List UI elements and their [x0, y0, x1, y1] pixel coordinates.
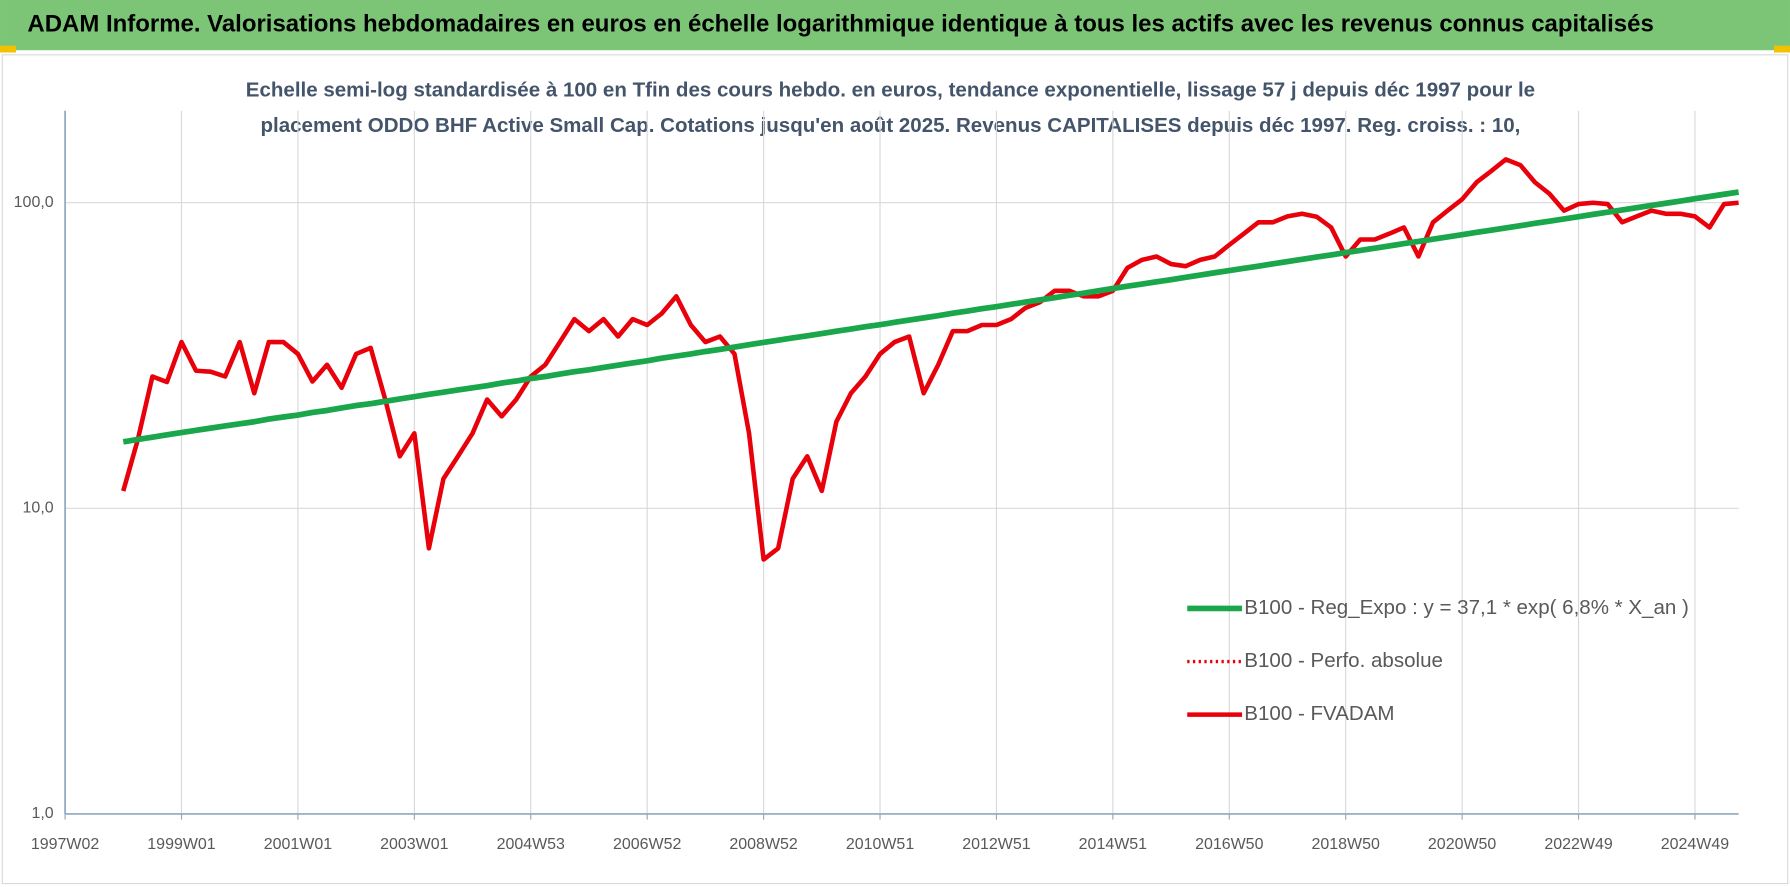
header-bar	[0, 0, 1790, 51]
legend-label: B100 - Perfo. absolue	[1244, 649, 1443, 672]
x-tick-label: 2006W52	[613, 836, 681, 853]
chart-title: placement ODDO BHF Active Small Cap. Cot…	[260, 114, 1520, 137]
x-tick-label: 2016W50	[1195, 836, 1263, 853]
x-tick-label: 2012W51	[962, 836, 1030, 853]
x-tick-label: 2010W51	[846, 836, 914, 853]
corner-mark	[0, 45, 16, 53]
x-tick-label: 2008W52	[729, 836, 797, 853]
series-line	[122, 189, 1740, 445]
x-tick-label: 2014W51	[1079, 836, 1147, 853]
y-tick-label: 10,0	[23, 500, 54, 517]
header-title: ADAM Informe. Valorisations hebdomadaire…	[27, 10, 1653, 37]
chart-title: Echelle semi-log standardisée à 100 en T…	[246, 79, 1535, 102]
x-tick-label: 2020W50	[1428, 836, 1496, 853]
series-line	[121, 157, 1739, 562]
x-tick-label: 2001W01	[264, 836, 332, 853]
x-tick-label: 1999W01	[147, 836, 215, 853]
corner-mark	[1774, 45, 1790, 53]
x-tick-label: 2004W53	[497, 836, 565, 853]
legend-label: B100 - FVADAM	[1244, 702, 1394, 725]
x-tick-label: 2024W49	[1661, 836, 1729, 853]
x-tick-label: 2018W50	[1312, 836, 1380, 853]
legend-label: B100 - Reg_Expo : y = 37,1 * exp( 6,8% *…	[1244, 596, 1689, 619]
x-tick-label: 2022W49	[1544, 836, 1612, 853]
x-tick-label: 2003W01	[380, 836, 448, 853]
x-tick-label: 1997W02	[31, 836, 99, 853]
y-tick-label: 100,0	[14, 194, 54, 211]
chart-border	[1, 54, 1789, 885]
y-tick-label: 1,0	[31, 805, 53, 822]
